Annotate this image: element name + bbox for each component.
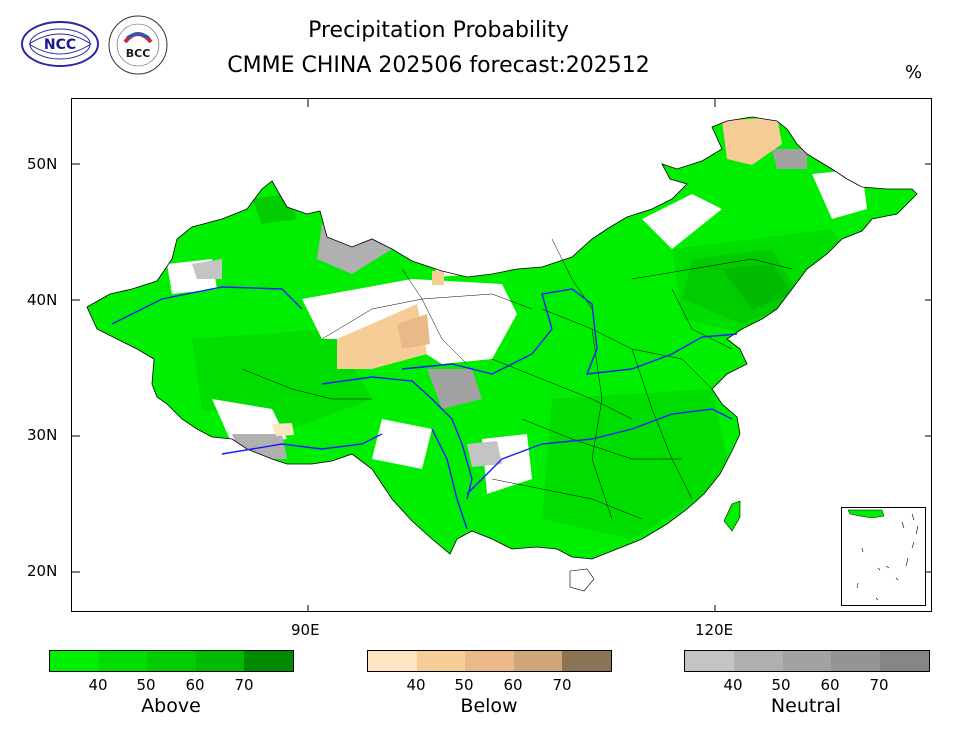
below-region [432,271,444,285]
lon-label-120e: 120E [695,621,734,639]
lat-label-50n: 50N [27,155,58,173]
bcc-logo-text: BCC [126,47,151,60]
no-signal-region [212,399,287,444]
river [221,433,383,455]
province-boundary [491,358,633,420]
province-boundary [401,268,468,365]
legend-below-tick: 70 [552,676,572,694]
legend-below-title: Below [460,695,518,717]
legend-below-tick: 50 [454,676,474,694]
above-region [722,264,792,309]
legend-above-tick: 50 [136,676,156,694]
lat-label-30n: 30N [27,426,58,444]
hainan-island [569,568,595,592]
lon-label-90e: 90E [291,621,320,639]
legend-above-swatch [147,651,196,671]
province-boundary [631,348,693,500]
no-signal-region [642,194,722,249]
legend-neutral-tick: 70 [869,676,889,694]
legend-above-title: Above [141,695,201,717]
china-precip-map [72,99,931,611]
above-region [542,389,732,539]
neutral-region [427,369,482,409]
province-boundary [521,418,682,460]
legend-above-swatch [98,651,148,671]
province-boundary [241,368,372,400]
bcc-logo: BCC [107,14,169,80]
province-boundary [491,478,643,520]
legend-below-swatch [513,651,563,671]
legend-neutral-tick: 50 [771,676,791,694]
chart-subtitle: CMME CHINA 202506 forecast:202512 [227,53,650,78]
axis-ticks [72,99,931,611]
neutral-region [772,149,807,169]
legend-neutral-swatch [831,651,881,671]
legend-below-tick: 40 [406,676,426,694]
legend-neutral-tick: 60 [820,676,840,694]
river [401,288,738,375]
legend-above [49,650,294,672]
legend-above-swatch [195,651,245,671]
lat-label-40n: 40N [27,291,58,309]
unit-label: % [905,62,923,83]
legend-neutral-swatch [782,651,832,671]
taiwan-island [723,500,741,532]
legend-above-tick: 60 [185,676,205,694]
boundaries-and-rivers [86,116,918,560]
lat-label-20n: 20N [27,562,58,580]
south-china-sea-inset [841,507,926,606]
country-border [86,116,918,560]
probability-fill [87,117,917,559]
legend-below-swatch [465,651,514,671]
below-region [722,117,782,165]
legend-neutral-swatch [880,651,929,671]
province-boundary [591,328,613,520]
legend-below-tick: 60 [503,676,523,694]
no-signal-region [372,419,432,469]
ncc-logo: NCC [19,14,101,76]
river [321,376,473,500]
legend-above-tick: 40 [88,676,108,694]
province-boundary [671,288,733,350]
ncc-logo-text: NCC [44,37,76,53]
below-region [272,423,294,436]
legend-neutral [684,650,930,672]
chart-title: Precipitation Probability [308,18,569,43]
neutral-region [192,259,222,279]
neutral-region [232,434,287,459]
river [466,408,733,495]
legend-neutral-tick: 40 [723,676,743,694]
legend-below-swatch [562,651,611,671]
river [111,286,303,325]
legend-above-tick: 70 [234,676,254,694]
legend-below-swatch [368,651,417,671]
below-region [337,304,427,369]
legend-neutral-swatch [685,651,734,671]
below-region [397,314,430,349]
legend-neutral-swatch [733,651,783,671]
province-boundary [631,258,793,280]
map-panel [71,98,932,612]
legend-above-swatch [244,651,293,671]
legend-below [367,650,612,672]
legend-above-swatch [50,651,99,671]
legend-neutral-title: Neutral [770,695,842,717]
river [431,428,468,530]
legend-below-swatch [416,651,466,671]
neutral-region [467,441,502,467]
